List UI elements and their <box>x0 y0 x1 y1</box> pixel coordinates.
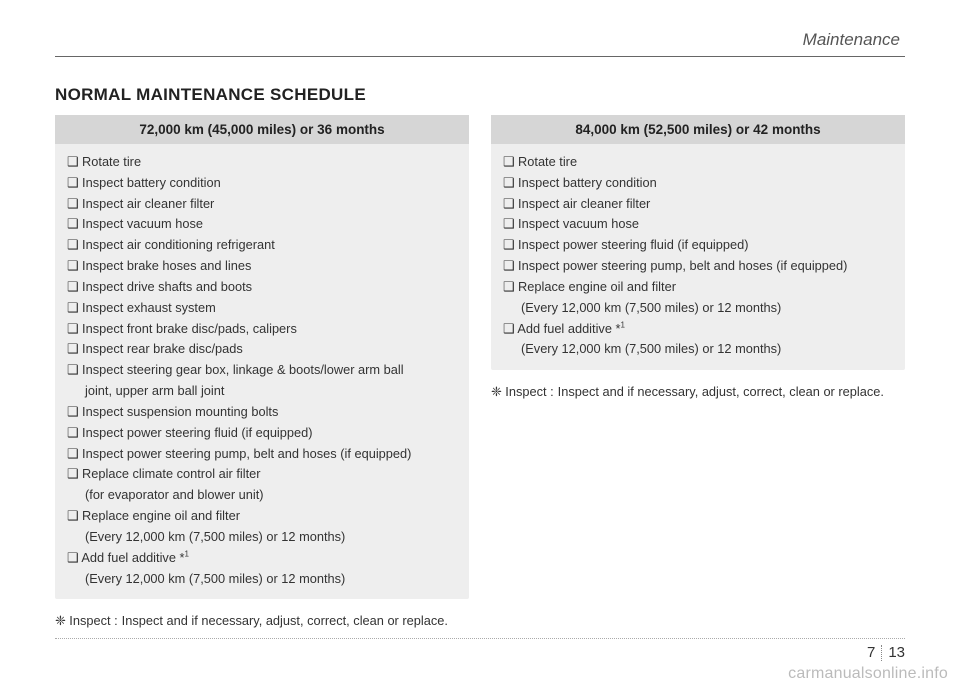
list-item: ❑ Inspect power steering pump, belt and … <box>503 256 893 276</box>
header-rule <box>55 56 905 57</box>
list-item: ❑ Inspect power steering pump, belt and … <box>67 444 457 464</box>
list-item: ❑ Rotate tire <box>503 152 893 172</box>
list-item: ❑ Inspect suspension mounting bolts <box>67 402 457 422</box>
list-item: ❑ Inspect steering gear box, linkage & b… <box>67 360 457 380</box>
list-item-cont: (for evaporator and blower unit) <box>67 485 457 505</box>
list-item: ❑ Inspect power steering fluid (if equip… <box>67 423 457 443</box>
list-item: ❑ Inspect air cleaner filter <box>67 194 457 214</box>
list-item: ❑ Inspect power steering fluid (if equip… <box>503 235 893 255</box>
list-item-cont: (Every 12,000 km (7,500 miles) or 12 mon… <box>503 339 893 359</box>
schedule-box-right: 84,000 km (52,500 miles) or 42 months ❑ … <box>491 115 905 370</box>
list-item: ❑ Inspect battery condition <box>67 173 457 193</box>
section-label: Maintenance <box>55 30 905 50</box>
left-column: 72,000 km (45,000 miles) or 36 months ❑ … <box>55 115 469 631</box>
page-number: 7 13 <box>867 644 905 661</box>
list-item: ❑ Replace engine oil and filter <box>503 277 893 297</box>
list-item-cont: joint, upper arm ball joint <box>67 381 457 401</box>
list-item: ❑ Inspect front brake disc/pads, caliper… <box>67 319 457 339</box>
list-item: ❑ Add fuel additive *1 <box>67 548 457 568</box>
list-item: ❑ Inspect air cleaner filter <box>503 194 893 214</box>
right-column: 84,000 km (52,500 miles) or 42 months ❑ … <box>491 115 905 631</box>
list-item: ❑ Inspect exhaust system <box>67 298 457 318</box>
list-item: ❑ Inspect drive shafts and boots <box>67 277 457 297</box>
watermark: carmanualsonline.info <box>788 665 948 683</box>
list-item: ❑ Inspect air conditioning refrigerant <box>67 235 457 255</box>
footnote-ref: 1 <box>620 320 624 329</box>
note-text: Inspect and if necessary, adjust, correc… <box>558 382 905 401</box>
box-body-right: ❑ Rotate tire ❑ Inspect battery conditio… <box>491 144 905 370</box>
content-columns: 72,000 km (45,000 miles) or 36 months ❑ … <box>55 115 905 631</box>
list-item: ❑ Inspect battery condition <box>503 173 893 193</box>
list-item: ❑ Replace climate control air filter <box>67 464 457 484</box>
list-item: ❑ Add fuel additive *1 <box>503 319 893 339</box>
list-item: ❑ Replace engine oil and filter <box>67 506 457 526</box>
note-label: ❈ Inspect : <box>491 382 558 401</box>
list-item: ❑ Inspect rear brake disc/pads <box>67 339 457 359</box>
chapter-number: 7 <box>867 644 875 661</box>
list-item-cont: (Every 12,000 km (7,500 miles) or 12 mon… <box>67 569 457 589</box>
inspect-note-left: ❈ Inspect : Inspect and if necessary, ad… <box>55 611 469 630</box>
bottom-dotted-rule <box>55 638 905 639</box>
list-item-cont: (Every 12,000 km (7,500 miles) or 12 mon… <box>503 298 893 318</box>
box-body-left: ❑ Rotate tire ❑ Inspect battery conditio… <box>55 144 469 599</box>
box-header-left: 72,000 km (45,000 miles) or 36 months <box>55 115 469 144</box>
inspect-note-right: ❈ Inspect : Inspect and if necessary, ad… <box>491 382 905 401</box>
list-item-cont: (Every 12,000 km (7,500 miles) or 12 mon… <box>67 527 457 547</box>
schedule-box-left: 72,000 km (45,000 miles) or 36 months ❑ … <box>55 115 469 599</box>
list-item: ❑ Rotate tire <box>67 152 457 172</box>
page-title: NORMAL MAINTENANCE SCHEDULE <box>55 85 905 105</box>
manual-page: Maintenance NORMAL MAINTENANCE SCHEDULE … <box>0 0 960 689</box>
list-item: ❑ Inspect vacuum hose <box>67 214 457 234</box>
box-header-right: 84,000 km (52,500 miles) or 42 months <box>491 115 905 144</box>
page-number-value: 13 <box>888 644 905 661</box>
note-label: ❈ Inspect : <box>55 611 122 630</box>
page-num-separator <box>881 645 882 661</box>
note-text: Inspect and if necessary, adjust, correc… <box>122 611 469 630</box>
list-item: ❑ Inspect brake hoses and lines <box>67 256 457 276</box>
footnote-ref: 1 <box>184 549 188 558</box>
list-item: ❑ Inspect vacuum hose <box>503 214 893 234</box>
